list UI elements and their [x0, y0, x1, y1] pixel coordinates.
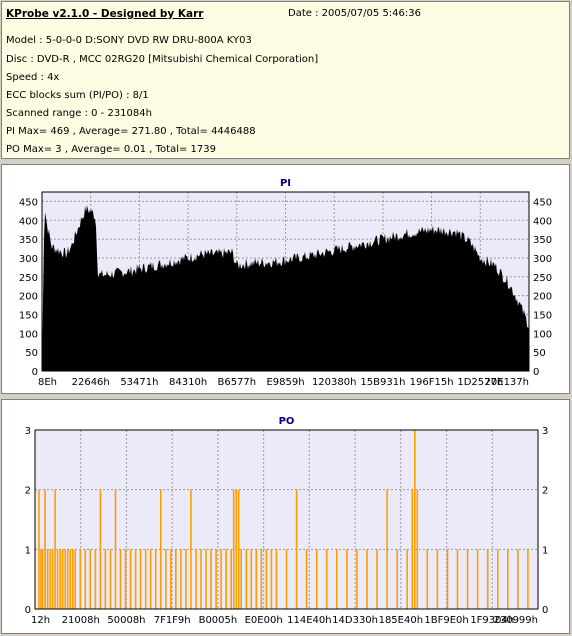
range-line: Scanned range : 0 - 231084h: [6, 108, 152, 119]
po-plot-border: [34, 429, 539, 610]
pi-xtick: B6577h: [217, 377, 256, 388]
po-xtick: B0005h: [199, 615, 238, 626]
po-chart: PO 0 0 1 1 2 2 3 3 12h 21008h 50008h 7F1F9h B0005h E0E…: [25, 416, 549, 626]
po-xtick: 185E40h: [379, 615, 423, 626]
pi-ytick-left: 150: [19, 310, 38, 321]
pi-ytick-left: 350: [19, 235, 38, 246]
pi-ytick-right: 450: [533, 197, 552, 208]
pi-xtick: 15B931h: [360, 377, 405, 388]
pi-ytick-left: 250: [19, 273, 38, 284]
app-title: KProbe v2.1.0 - Designed by Karr: [6, 8, 204, 20]
po-summary-line: PO Max= 3 , Average= 0.01 , Total= 1739: [6, 144, 216, 155]
pi-xtick: 22646h: [72, 377, 110, 388]
po-xtick: 1F9304h: [470, 615, 514, 626]
pi-xtick: 120380h: [312, 377, 357, 388]
po-ytick-left: 1: [25, 545, 31, 556]
pi-chart-panel: PI 0 0 50 50 100 100 150 150 200 200 250 250 300 300 35…: [1, 164, 570, 394]
po-ytick-right: 3: [542, 426, 548, 437]
pi-ytick-left: 300: [19, 254, 38, 265]
pi-xtick: E9859h: [266, 377, 304, 388]
pi-chart: PI 0 0 50 50 100 100 150 150 200 200 250 250 300 300 35…: [19, 178, 552, 388]
pi-ytick-right: 100: [533, 329, 552, 340]
disc-line: Disc : DVD-R , MCC 02RG20 [Mitsubishi Ch…: [6, 54, 319, 65]
pi-ytick-left: 100: [19, 329, 38, 340]
info-panel: KProbe v2.1.0 - Designed by Karr Date : …: [1, 1, 570, 159]
pi-ytick-right: 150: [533, 310, 552, 321]
pi-xtick: 84310h: [169, 377, 207, 388]
po-ytick-right: 0: [542, 605, 548, 616]
pi-xtick: 8Eh: [38, 377, 57, 388]
po-ytick-right: 2: [542, 486, 548, 497]
pi-ytick-right: 250: [533, 273, 552, 284]
scan-date: Date : 2005/07/05 5:46:36: [288, 8, 421, 19]
po-xtick: 7F1F9h: [154, 615, 191, 626]
po-ytick-left: 2: [25, 486, 31, 497]
pi-ytick-left: 0: [32, 367, 38, 378]
pi-ytick-right: 350: [533, 235, 552, 246]
pi-plot-border: [41, 191, 530, 372]
pi-ytick-left: 50: [25, 348, 38, 359]
pi-ytick-left: 450: [19, 197, 38, 208]
pi-chart-title: PI: [280, 178, 291, 189]
pi-summary-line: PI Max= 469 , Average= 271.80 , Total= 4…: [6, 126, 256, 137]
po-chart-panel: PO 0 0 1 1 2 2 3 3 12h 21008h 50008h 7F1F9h B0005h E0E…: [1, 399, 570, 634]
pi-series: [42, 205, 529, 371]
pi-ytick-right: 200: [533, 292, 552, 303]
ecc-line: ECC blocks sum (PI/PO) : 8/1: [6, 90, 149, 101]
po-xtick: 21008h: [62, 615, 100, 626]
pi-xtick: 20E137h: [485, 377, 529, 388]
speed-line: Speed : 4x: [6, 72, 60, 83]
po-xtick: 114E40h: [287, 615, 331, 626]
pi-xtick: 53471h: [120, 377, 158, 388]
pi-xtick: 1D2577h: [457, 377, 503, 388]
pi-xtick: 196F15h: [410, 377, 454, 388]
po-ytick-left: 3: [25, 426, 31, 437]
po-xtick: E0E00h: [245, 615, 283, 626]
pi-ytick-right: 300: [533, 254, 552, 265]
po-ytick-right: 1: [542, 545, 548, 556]
po-xtick: 230999h: [493, 615, 538, 626]
pi-ytick-right: 50: [533, 348, 546, 359]
pi-ytick-right: 0: [533, 367, 539, 378]
po-chart-title: PO: [279, 416, 295, 427]
po-xtick: 50008h: [107, 615, 145, 626]
model-line: Model : 5-0-0-0 D:SONY DVD RW DRU-800A K…: [6, 35, 252, 46]
pi-ytick-left: 200: [19, 292, 38, 303]
po-xtick: 12h: [31, 615, 50, 626]
pi-ytick-left: 400: [19, 216, 38, 227]
po-xtick: 1BF9E0h: [424, 615, 468, 626]
po-ytick-left: 0: [25, 605, 31, 616]
pi-ytick-right: 400: [533, 216, 552, 227]
po-xtick: 14D330h: [332, 615, 378, 626]
